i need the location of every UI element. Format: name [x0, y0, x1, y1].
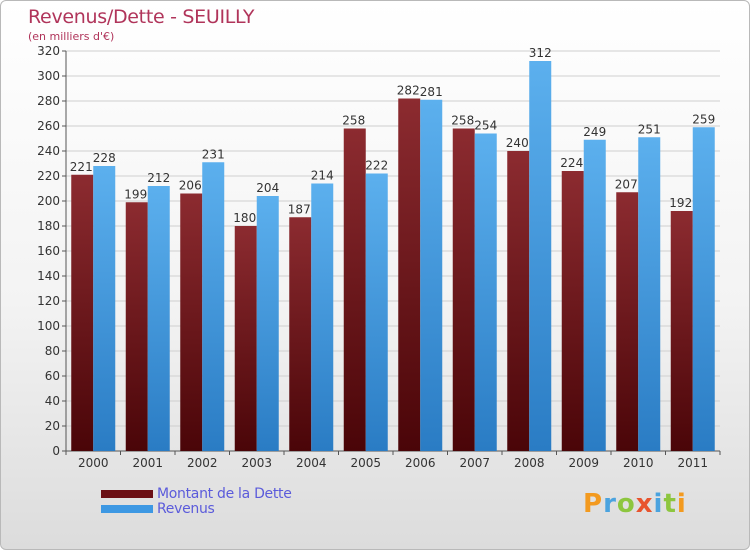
axes: 0 20 40 60 80 100 120 140 160 180 200 220 240 260 280 3… [37, 44, 721, 470]
logo-letter: o [616, 489, 636, 519]
bar-dette-2004 [289, 217, 312, 451]
y-tick-label: 100 [37, 319, 60, 333]
bar-revenus-2006 [420, 99, 443, 451]
y-tick-label: 240 [37, 144, 60, 158]
y-tick-label: 120 [37, 294, 60, 308]
logo-letter: t [663, 489, 677, 519]
chart-title: Revenus/Dette - SEUILLY [28, 6, 255, 28]
bar-dette-2006 [398, 98, 421, 451]
data-label-revenus: 212 [147, 171, 170, 185]
bar-revenus-2001 [147, 186, 170, 451]
bar-dette-2007 [452, 128, 475, 451]
x-tick-label: 2009 [568, 456, 599, 470]
data-label-dette: 187 [288, 202, 311, 216]
logo-letter: P [583, 489, 604, 519]
bar-revenus-2008 [529, 61, 552, 451]
data-label-dette: 240 [506, 136, 529, 150]
x-tick-label: 2002 [187, 456, 218, 470]
bar-dette-2005 [343, 128, 366, 451]
bars [71, 61, 715, 451]
legend-swatch-revenus [101, 505, 153, 513]
data-label-dette: 258 [451, 114, 474, 128]
legend-swatch-dette [101, 490, 153, 498]
y-tick-label: 220 [37, 169, 60, 183]
logo-letter: r [603, 489, 617, 519]
bar-revenus-2011 [692, 127, 715, 451]
x-tick-label: 2006 [405, 456, 436, 470]
chart-subtitle: (en milliers d'€) [28, 30, 115, 43]
x-tick-label: 2008 [514, 456, 545, 470]
bar-revenus-2002 [202, 162, 225, 451]
y-tick-label: 200 [37, 194, 60, 208]
data-label-revenus: 281 [420, 85, 443, 99]
data-label-dette: 199 [124, 187, 147, 201]
logo-letter: i [676, 489, 687, 519]
data-label-dette: 224 [560, 156, 583, 170]
bar-dette-2002 [180, 193, 203, 451]
y-tick-label: 260 [37, 119, 60, 133]
y-tick-label: 0 [52, 444, 60, 458]
data-label-revenus: 222 [365, 159, 388, 173]
x-tick-label: 2011 [677, 456, 708, 470]
data-label-dette: 192 [669, 196, 692, 210]
bar-revenus-2009 [583, 139, 606, 451]
data-label-dette: 282 [397, 84, 420, 98]
y-tick-label: 180 [37, 219, 60, 233]
bar-dette-2001 [125, 202, 148, 451]
proxiti-logo: Proxiti [583, 489, 687, 519]
y-tick-label: 280 [37, 94, 60, 108]
bar-dette-2010 [616, 192, 639, 451]
y-tick-label: 20 [45, 419, 60, 433]
y-tick-label: 300 [37, 69, 60, 83]
x-tick-label: 2001 [132, 456, 163, 470]
bar-dette-2003 [234, 226, 257, 451]
data-label-revenus: 254 [474, 119, 497, 133]
data-label-dette: 207 [615, 177, 638, 191]
data-label-revenus: 251 [638, 122, 661, 136]
grid-lines [66, 50, 720, 452]
x-tick-label: 2000 [78, 456, 109, 470]
x-tick-label: 2007 [459, 456, 490, 470]
x-tick-label: 2005 [350, 456, 381, 470]
data-label-dette: 221 [70, 160, 93, 174]
logo-letter: x [635, 489, 654, 519]
bar-dette-2011 [670, 211, 693, 451]
bar-dette-2009 [561, 171, 584, 451]
x-tick-label: 2010 [623, 456, 654, 470]
logo-letter: i [653, 489, 664, 519]
x-tick-label: 2004 [296, 456, 327, 470]
bar-revenus-2007 [474, 133, 497, 451]
legend-label-revenus: Revenus [157, 501, 215, 517]
data-label-revenus: 228 [93, 151, 116, 165]
y-tick-label: 40 [45, 394, 60, 408]
y-tick-label: 80 [45, 344, 60, 358]
bar-revenus-2000 [93, 166, 116, 451]
bar-dette-2008 [507, 151, 530, 451]
bar-revenus-2003 [256, 196, 279, 451]
data-label-revenus: 214 [311, 169, 334, 183]
data-label-dette: 206 [179, 179, 202, 193]
data-label-dette: 258 [342, 114, 365, 128]
bar-dette-2000 [71, 174, 94, 451]
bar-revenus-2010 [638, 137, 661, 451]
data-label-dette: 180 [233, 211, 256, 225]
data-label-revenus: 231 [202, 147, 225, 161]
data-label-revenus: 259 [692, 112, 715, 126]
legend-label-dette: Montant de la Dette [157, 486, 292, 502]
bar-revenus-2005 [365, 173, 388, 451]
data-label-revenus: 204 [256, 181, 279, 195]
data-label-revenus: 249 [583, 125, 606, 139]
y-tick-label: 320 [37, 44, 60, 58]
y-tick-label: 160 [37, 244, 60, 258]
bar-revenus-2004 [311, 183, 334, 451]
x-tick-label: 2003 [241, 456, 272, 470]
data-label-revenus: 312 [529, 46, 552, 60]
y-tick-label: 140 [37, 269, 60, 283]
y-tick-label: 60 [45, 369, 60, 383]
